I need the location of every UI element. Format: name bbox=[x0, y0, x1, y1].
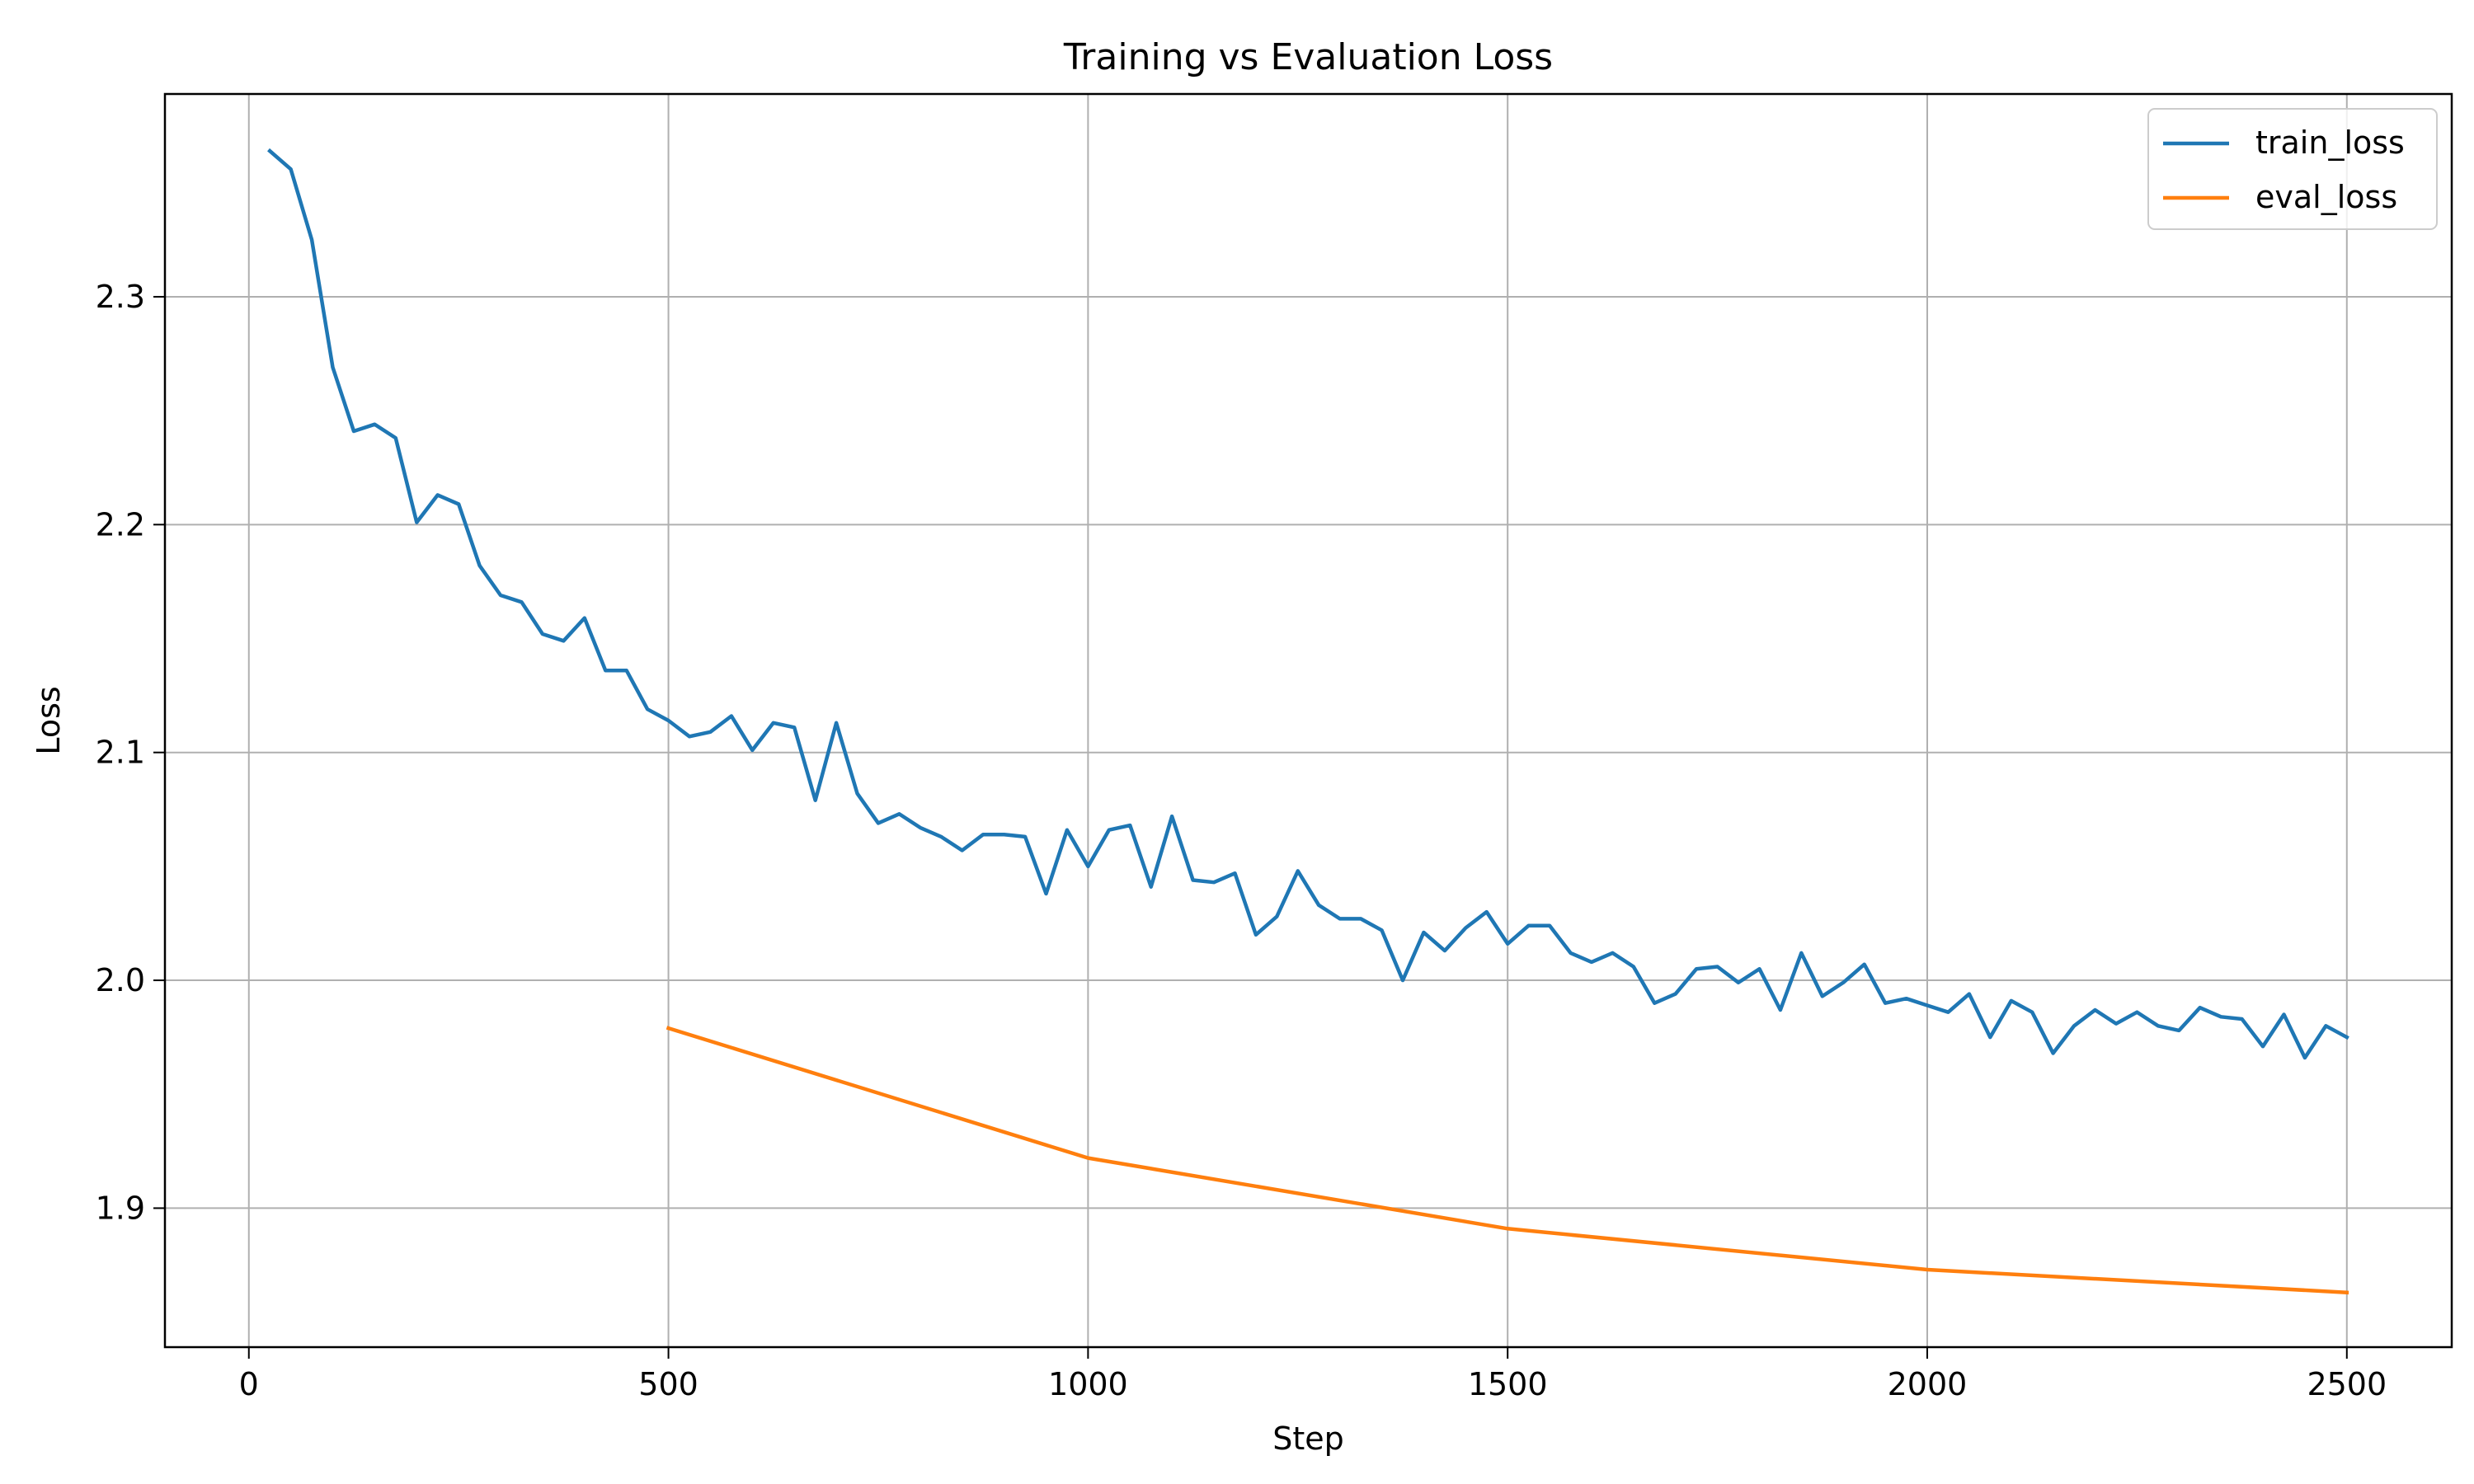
y-tick-label: 2.1 bbox=[96, 735, 145, 771]
x-tick-label: 2000 bbox=[1888, 1366, 1968, 1402]
ticks: 0 500 1000 1500 2000 2500 1.9 2.0 2.1 2.2 2.3 bbox=[96, 279, 2387, 1402]
y-tick-label: 2.2 bbox=[96, 506, 145, 542]
y-tick-label: 2.0 bbox=[96, 962, 145, 998]
y-tick-label: 2.3 bbox=[96, 279, 145, 315]
legend-label: train_loss bbox=[2255, 124, 2405, 161]
grid bbox=[165, 94, 2452, 1347]
series-line-eval_loss bbox=[666, 1026, 2349, 1295]
y-tick-label: 1.9 bbox=[96, 1190, 145, 1226]
x-tick-label: 500 bbox=[638, 1366, 698, 1402]
x-tick-label: 1000 bbox=[1048, 1366, 1128, 1402]
x-tick-label: 0 bbox=[239, 1366, 259, 1402]
chart-title: Training vs Evaluation Loss bbox=[1063, 36, 1553, 78]
series-layer bbox=[267, 148, 2349, 1295]
x-tick-label: 2500 bbox=[2307, 1366, 2387, 1402]
legend: train_loss eval_loss bbox=[2147, 108, 2438, 230]
y-axis-label: Loss bbox=[31, 686, 67, 754]
x-axis-label: Step bbox=[1272, 1421, 1344, 1457]
x-tick-label: 1500 bbox=[1468, 1366, 1548, 1402]
legend-label: eval_loss bbox=[2255, 179, 2397, 215]
series-line-train_loss bbox=[267, 148, 2349, 1060]
plot-frame bbox=[163, 92, 2453, 1349]
